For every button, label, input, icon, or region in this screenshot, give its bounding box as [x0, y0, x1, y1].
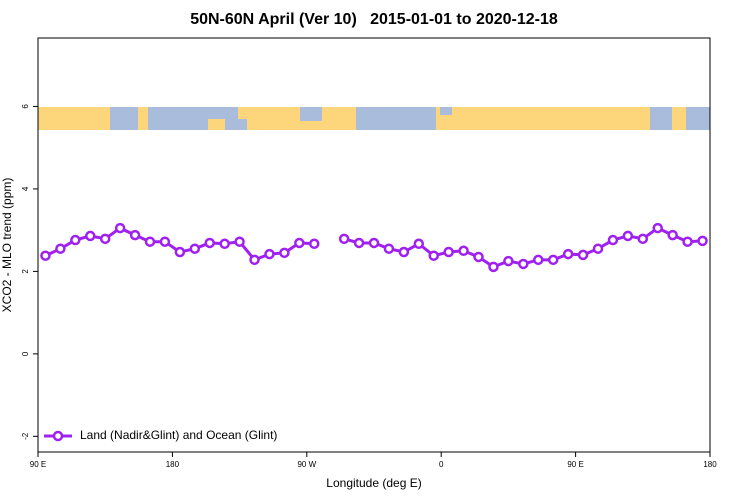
point — [428, 250, 439, 261]
x-tick-label: 180 — [703, 460, 717, 469]
point — [682, 236, 693, 247]
point — [577, 249, 589, 261]
y-tick-label: -2 — [21, 432, 30, 440]
point — [607, 234, 619, 246]
point — [249, 254, 260, 266]
plot-frame — [37, 37, 711, 453]
point — [473, 251, 484, 263]
point — [622, 230, 634, 242]
point — [279, 247, 290, 259]
point — [383, 243, 395, 254]
y-tick-label: 0 — [21, 351, 30, 356]
point — [189, 243, 201, 254]
point — [55, 243, 66, 254]
point — [652, 222, 663, 234]
point — [114, 222, 126, 234]
point — [533, 254, 544, 266]
point — [70, 234, 81, 246]
y-axis-label: XCO2 - MLO trend (ppm) — [0, 178, 14, 313]
point — [443, 246, 454, 258]
point — [667, 229, 678, 241]
point — [129, 229, 141, 241]
x-tick-label: 180 — [166, 460, 180, 469]
point — [309, 238, 320, 250]
point — [697, 235, 708, 247]
x-tick-label: 90 W — [297, 460, 316, 469]
point — [413, 238, 425, 250]
legend-marker — [52, 430, 64, 442]
point — [144, 236, 156, 247]
point — [398, 246, 410, 258]
x-tick-label: 90 E — [567, 460, 583, 469]
point — [458, 245, 469, 257]
point — [368, 237, 380, 249]
y-tick-label: 4 — [21, 186, 30, 191]
point — [338, 233, 350, 245]
point — [99, 233, 111, 245]
point — [264, 248, 275, 260]
y-tick-label: 6 — [21, 104, 30, 109]
y-tick-label: 2 — [21, 269, 30, 274]
point — [637, 233, 649, 245]
point — [204, 237, 215, 249]
map-band — [38, 107, 710, 130]
point — [592, 243, 604, 254]
point — [547, 254, 559, 266]
legend-label: Land (Nadir&Glint) and Ocean (Glint) — [80, 428, 277, 442]
point — [234, 236, 245, 247]
point — [488, 261, 499, 273]
point — [174, 246, 186, 258]
x-axis-label: Longitude (deg E) — [326, 476, 421, 490]
point — [40, 250, 51, 261]
x-tick-label: 90 E — [30, 460, 46, 469]
point — [562, 248, 574, 260]
point — [518, 258, 529, 270]
point — [503, 255, 514, 267]
chart-title: 50N-60N April (Ver 10) 2015-01-01 to 202… — [190, 11, 558, 28]
x-tick-label: 0 — [439, 460, 444, 469]
point — [159, 236, 171, 247]
point — [294, 237, 305, 249]
point — [85, 230, 96, 242]
point — [219, 238, 230, 250]
point — [353, 237, 365, 249]
